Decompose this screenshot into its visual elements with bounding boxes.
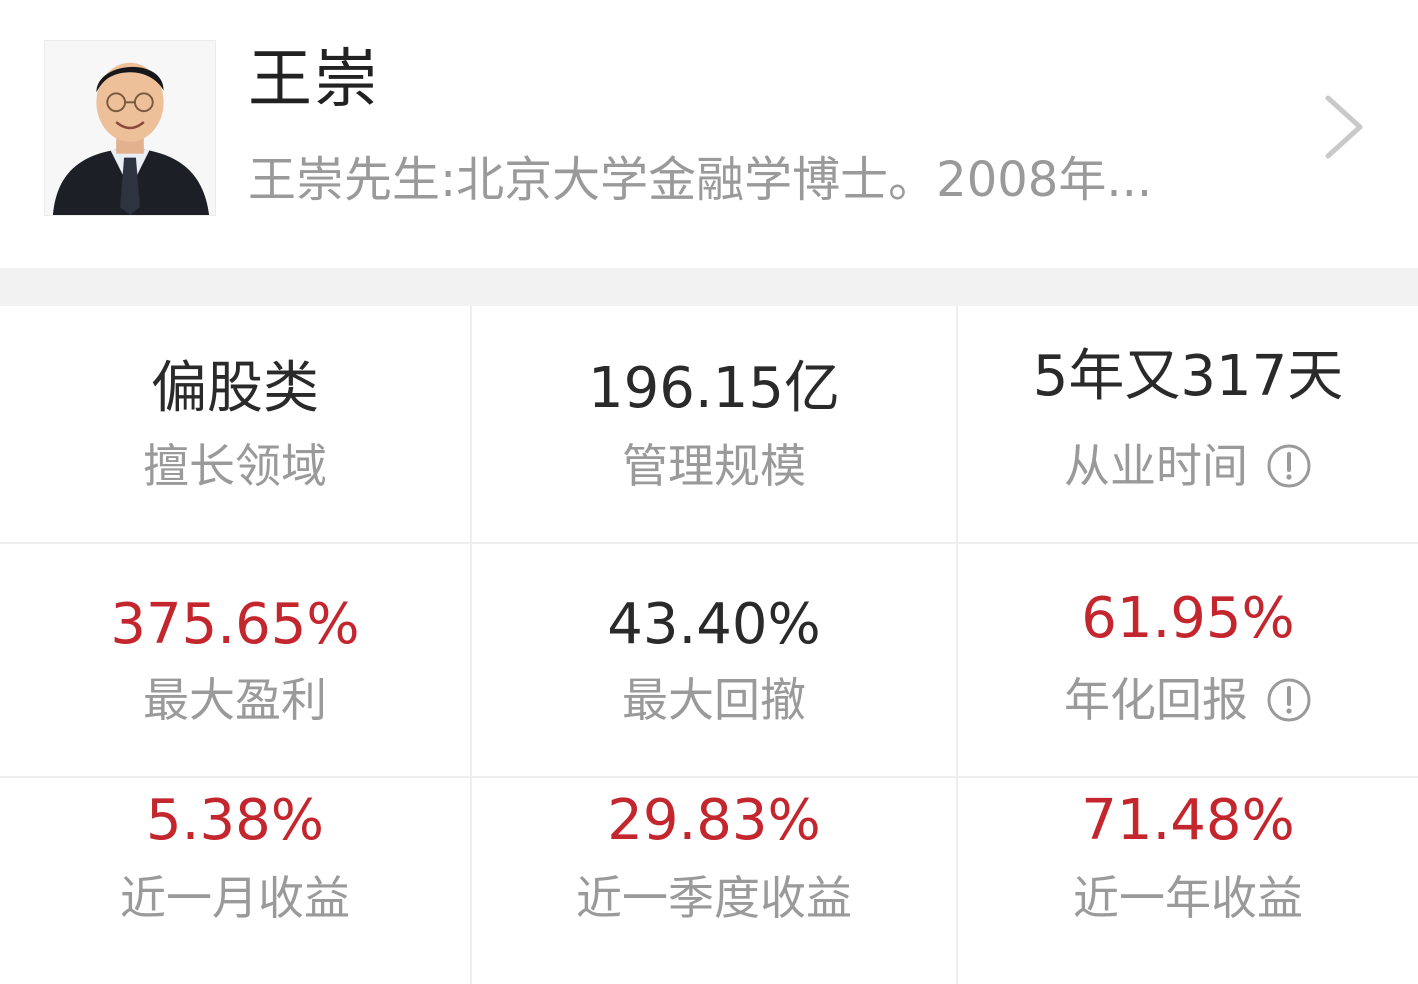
chevron-right-icon[interactable] [1316, 92, 1370, 162]
stat-label: 从业时间 [1064, 439, 1248, 493]
info-circle-icon[interactable] [1266, 443, 1312, 489]
stat-label: 年化回报 [1064, 673, 1248, 727]
stat-aum: 196.15亿 管理规模 [470, 306, 956, 542]
stat-label: 擅长领域 [143, 439, 327, 493]
stat-label: 最大盈利 [143, 673, 327, 727]
stat-value: 61.95% [1081, 586, 1295, 651]
stats-row: 偏股类 擅长领域 196.15亿 管理规模 5年又317天 从业时间 [0, 306, 1418, 544]
stat-specialty: 偏股类 擅长领域 [0, 306, 470, 542]
stat-label: 管理规模 [622, 439, 806, 493]
stat-tenure: 5年又317天 从业时间 [956, 306, 1418, 542]
stat-value: 5年又317天 [1032, 344, 1344, 409]
stat-value: 196.15亿 [588, 356, 840, 421]
stats-row: 5.38% 近一月收益 29.83% 近一季度收益 71.48% 近一年收益 [0, 776, 1418, 984]
stat-label: 近一季度收益 [576, 871, 852, 925]
info-circle-icon[interactable] [1266, 677, 1312, 723]
stat-value: 71.48% [1081, 788, 1295, 853]
stat-label-row: 年化回报 [958, 670, 1418, 730]
stat-label: 近一月收益 [120, 871, 350, 925]
stat-label: 最大回撤 [622, 673, 806, 727]
stats-row: 375.65% 最大盈利 43.40% 最大回撤 61.95% 年化回报 [0, 542, 1418, 778]
stat-label: 近一年收益 [1073, 871, 1303, 925]
stat-max-profit: 375.65% 最大盈利 [0, 542, 470, 776]
stat-return-1y: 71.48% 近一年收益 [956, 776, 1418, 984]
stat-return-1m: 5.38% 近一月收益 [0, 776, 470, 984]
manager-header[interactable]: 王崇 王崇先生:北京大学金融学博士。2008年... [0, 0, 1418, 268]
stat-value: 43.40% [607, 592, 821, 657]
stat-max-drawdown: 43.40% 最大回撤 [470, 542, 956, 776]
stat-value: 29.83% [607, 788, 821, 853]
manager-photo [45, 41, 215, 215]
stat-label-row: 从业时间 [958, 436, 1418, 496]
stat-value: 偏股类 [151, 356, 319, 421]
stats-grid: 偏股类 擅长领域 196.15亿 管理规模 5年又317天 从业时间 375.6… [0, 306, 1418, 984]
avatar [44, 40, 216, 216]
manager-name: 王崇 [248, 43, 380, 117]
stat-return-3m: 29.83% 近一季度收益 [470, 776, 956, 984]
stat-value: 5.38% [146, 788, 324, 853]
stat-value: 375.65% [110, 592, 360, 657]
manager-intro: 王崇先生:北京大学金融学博士。2008年... [248, 152, 1153, 208]
stat-annualized: 61.95% 年化回报 [956, 542, 1418, 776]
section-divider [0, 268, 1418, 306]
